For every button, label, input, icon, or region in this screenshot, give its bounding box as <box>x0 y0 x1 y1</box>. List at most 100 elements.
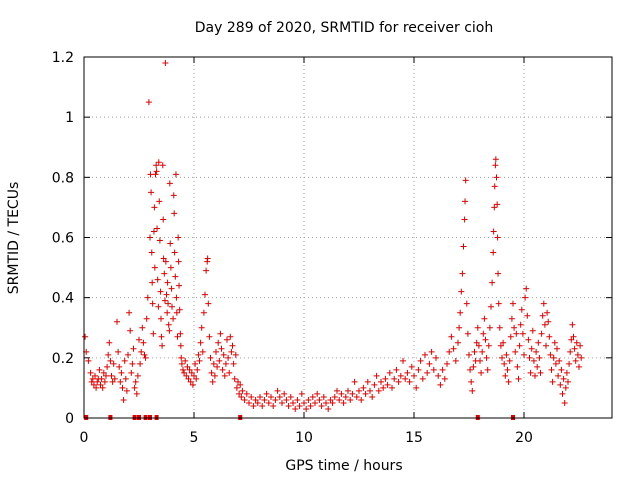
data-point <box>378 378 384 385</box>
data-point <box>318 402 325 409</box>
data-point <box>166 180 173 187</box>
data-point <box>351 378 358 385</box>
data-point <box>153 162 160 169</box>
data-point <box>105 351 112 358</box>
data-point <box>239 387 246 394</box>
data-point <box>180 366 186 373</box>
data-point <box>316 396 323 403</box>
data-point <box>329 399 336 406</box>
data-point <box>325 405 332 412</box>
data-point <box>380 384 387 391</box>
data-point <box>546 333 553 340</box>
data-point <box>478 369 485 376</box>
data-point <box>347 396 354 403</box>
y-tick-label: 0.2 <box>52 351 74 367</box>
data-point <box>469 387 476 394</box>
data-point <box>118 369 125 376</box>
data-point <box>444 360 450 367</box>
data-point <box>165 300 172 307</box>
data-point <box>134 372 141 379</box>
data-point <box>345 387 351 394</box>
data-point <box>132 378 139 385</box>
data-point <box>312 399 318 406</box>
data-point <box>495 270 502 277</box>
data-point <box>566 360 573 367</box>
data-point <box>400 357 406 364</box>
data-point <box>194 366 201 373</box>
data-point <box>197 339 204 346</box>
data-point <box>545 318 552 325</box>
x-tick-label: 10 <box>295 430 313 446</box>
data-point <box>338 390 345 397</box>
data-point <box>408 363 415 370</box>
data-point <box>209 378 216 385</box>
data-point <box>155 159 162 166</box>
data-point <box>153 168 160 175</box>
data-point <box>151 204 158 211</box>
data-point <box>176 306 183 313</box>
data-point <box>220 351 227 358</box>
data-point <box>254 399 261 406</box>
data-point <box>117 378 124 385</box>
data-point <box>560 375 567 382</box>
data-point <box>96 366 103 373</box>
data-point <box>92 372 98 379</box>
data-point <box>189 381 196 388</box>
data-point <box>142 354 149 361</box>
data-point <box>125 351 131 358</box>
data-point <box>433 354 439 361</box>
data-point <box>136 336 142 343</box>
data-point <box>172 273 179 280</box>
data-point <box>279 399 285 406</box>
data-point <box>214 363 221 370</box>
data-point <box>148 249 155 256</box>
data-point <box>243 390 250 397</box>
data-point <box>108 372 115 379</box>
data-point <box>141 351 148 358</box>
data-point <box>402 375 409 382</box>
data-point <box>496 324 503 331</box>
data-point <box>369 393 376 400</box>
data-point <box>506 357 513 364</box>
x-tick-label: 15 <box>405 430 423 446</box>
data-point <box>507 333 514 340</box>
data-point <box>386 369 393 376</box>
y-axis-label: SRMTID / TECUs <box>6 182 22 295</box>
data-point <box>167 264 174 271</box>
data-point <box>483 354 490 361</box>
data-point <box>406 378 413 385</box>
data-point <box>559 390 566 397</box>
data-point <box>120 396 127 403</box>
data-point <box>88 378 95 385</box>
data-point <box>121 357 128 364</box>
data-point <box>314 390 321 397</box>
data-point <box>327 396 334 403</box>
data-point <box>524 312 531 319</box>
data-point <box>441 375 448 382</box>
data-point <box>115 348 122 355</box>
data-point <box>213 348 219 355</box>
data-point <box>149 300 156 307</box>
data-point <box>110 360 117 367</box>
data-point <box>211 372 218 379</box>
data-point <box>176 282 183 289</box>
data-point <box>170 192 177 199</box>
data-point <box>538 330 545 337</box>
data-point <box>184 363 191 370</box>
data-point <box>166 327 173 334</box>
data-point <box>490 228 497 235</box>
data-point <box>154 276 161 283</box>
data-point <box>207 354 214 361</box>
data-point <box>459 270 466 277</box>
data-point <box>455 339 461 346</box>
data-point <box>200 309 207 316</box>
data-point <box>474 324 481 331</box>
data-point <box>203 267 210 274</box>
x-tick-label: 0 <box>80 430 89 446</box>
data-point <box>527 369 534 376</box>
data-point <box>305 396 312 403</box>
data-point <box>574 351 581 358</box>
data-point <box>85 357 92 364</box>
data-point <box>489 279 496 286</box>
data-point <box>183 372 190 379</box>
